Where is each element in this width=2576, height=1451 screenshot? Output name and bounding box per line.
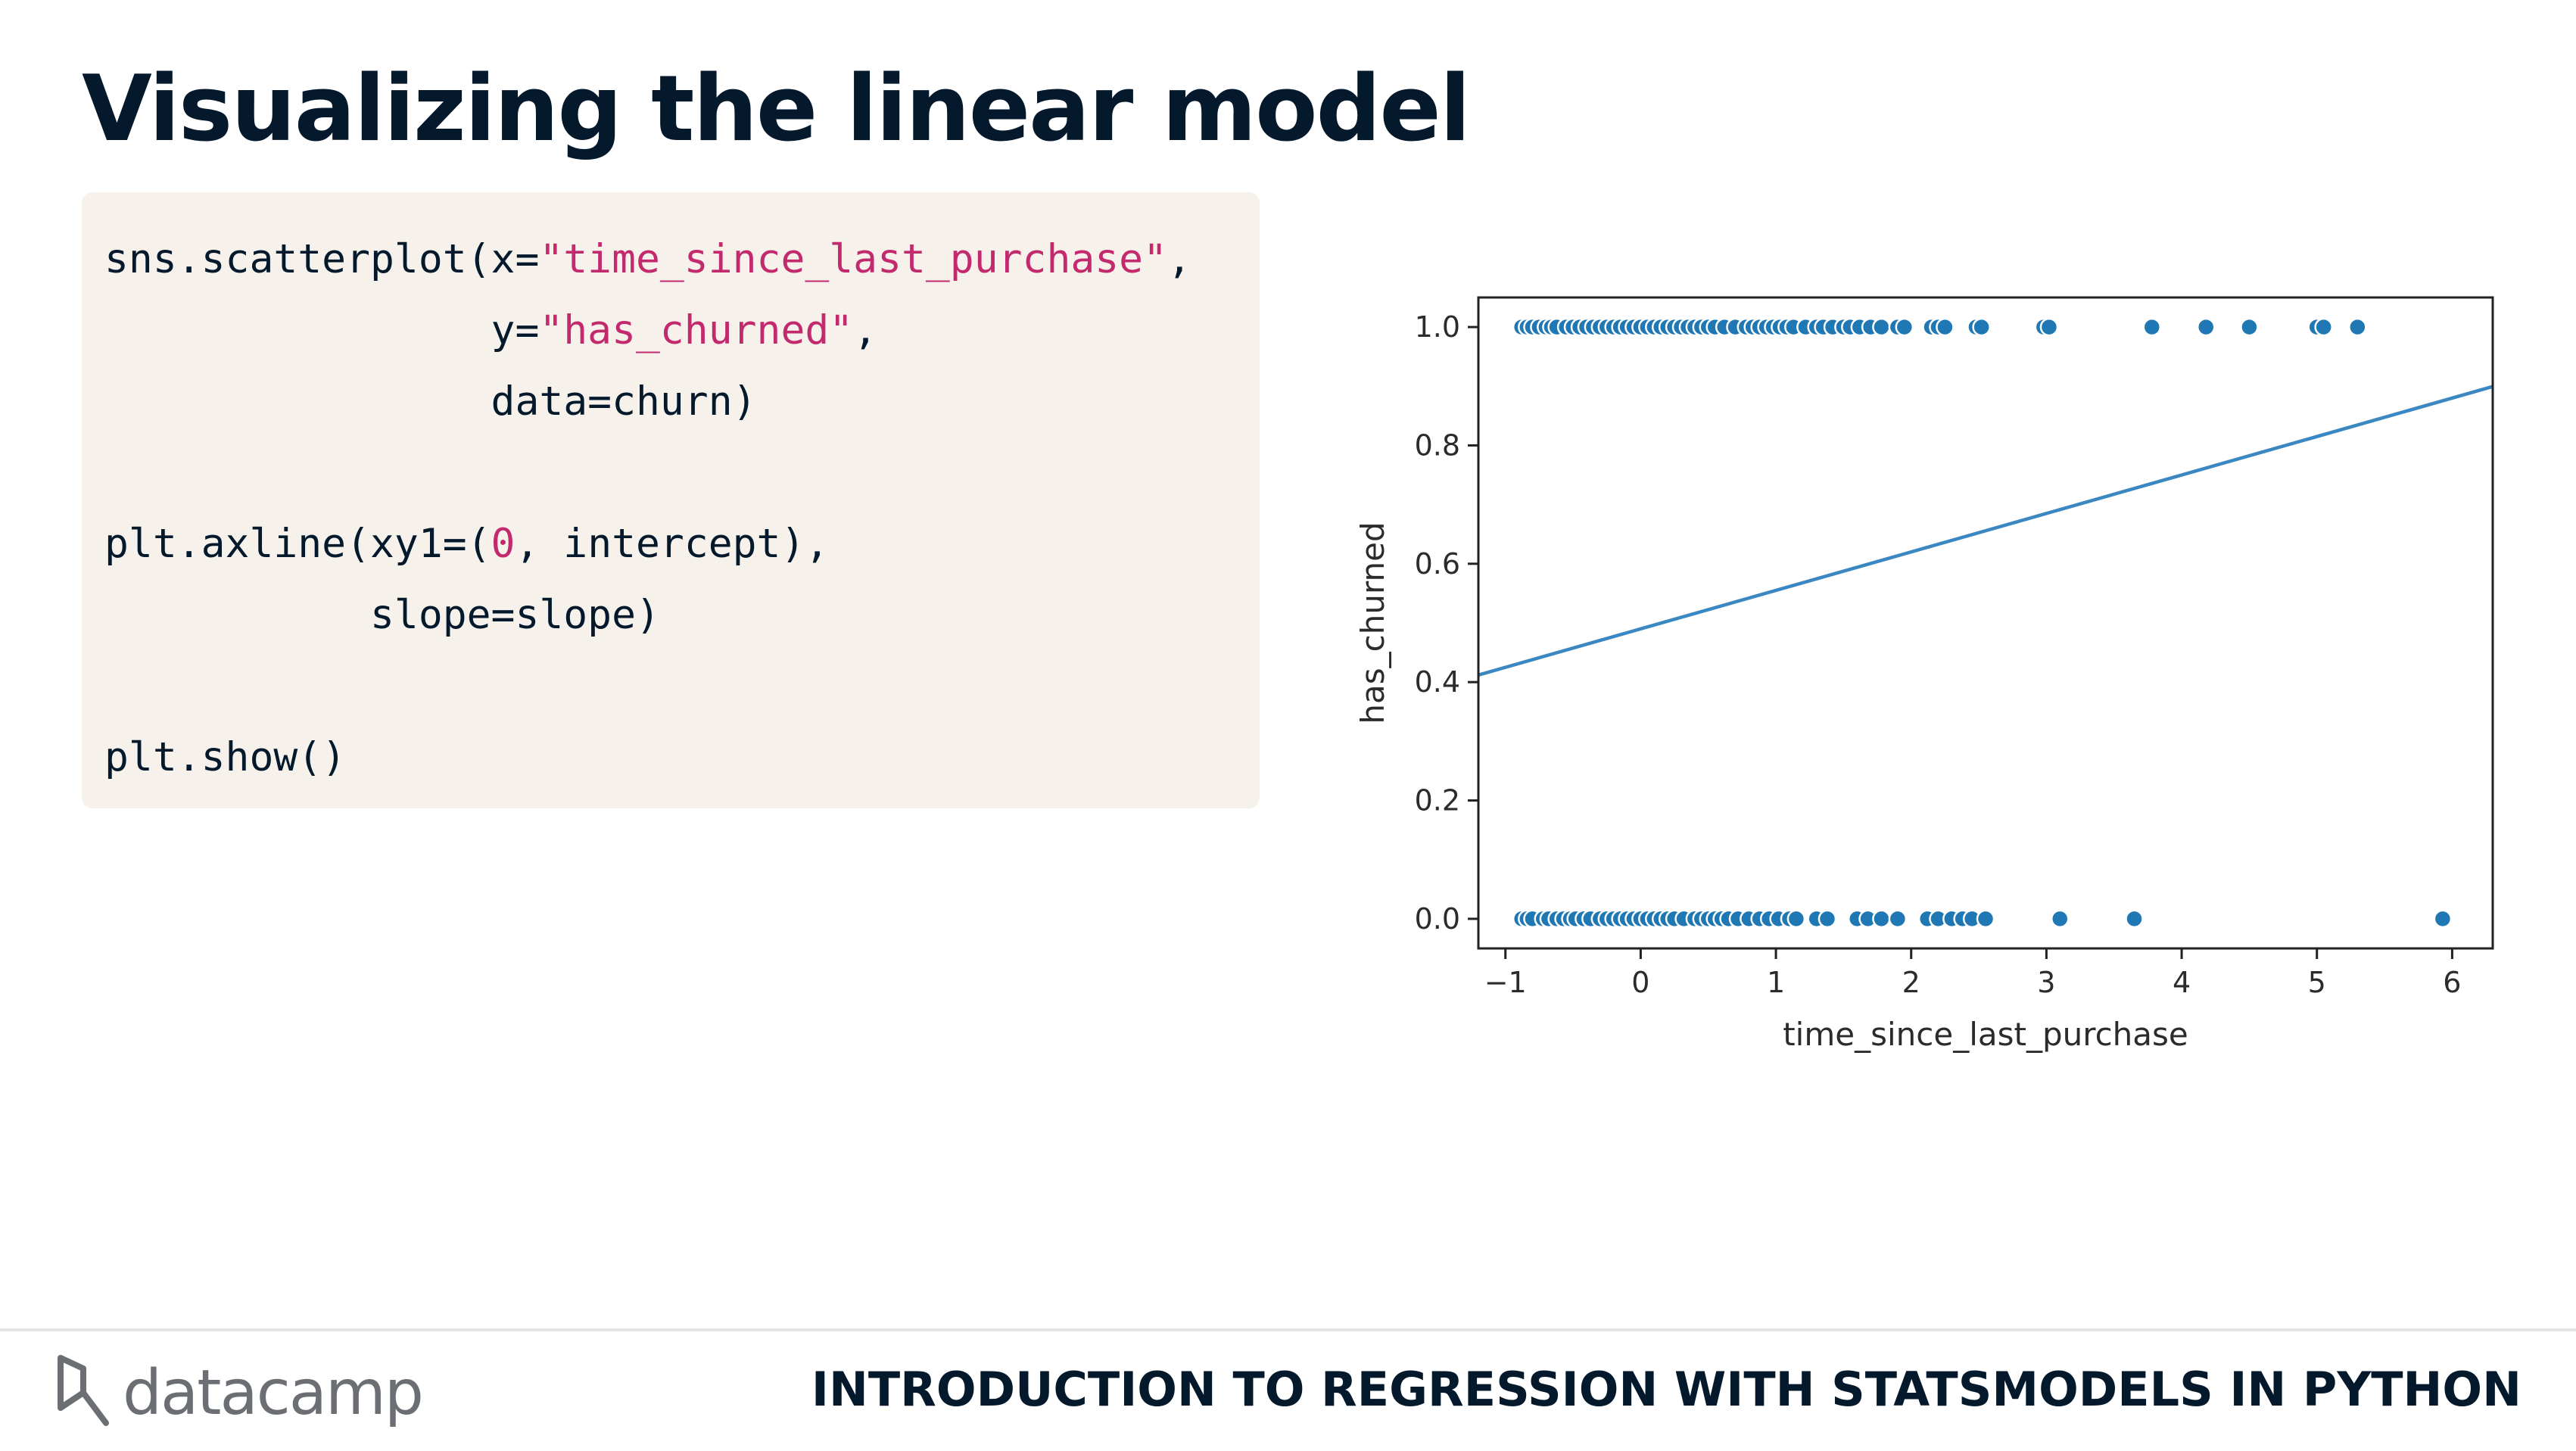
code-token: , intercept), — [515, 521, 830, 567]
code-number: 0 — [491, 521, 516, 567]
scatter-point — [1888, 909, 1908, 929]
brand-name: datacamp — [123, 1357, 424, 1429]
scatter-point — [2125, 909, 2144, 929]
code-line: sns.scatterplot(x="time_since_last_purch… — [104, 236, 1191, 282]
scatter-point — [2240, 317, 2259, 337]
y-tick-label: 0.0 — [1415, 902, 1460, 936]
code-text: sns.scatterplot(x="time_since_last_purch… — [104, 224, 1191, 793]
code-line: data=churn) — [104, 378, 757, 425]
x-tick-label: 3 — [2037, 966, 2055, 999]
x-tick-label: −1 — [1484, 966, 1527, 999]
y-tick-label: 1.0 — [1415, 310, 1460, 344]
code-line: y="has_churned", — [104, 307, 878, 353]
x-tick-label: 5 — [2308, 966, 2326, 999]
plot-frame — [1477, 296, 2494, 950]
code-token: plt.axline(xy1=( — [104, 521, 491, 567]
datacamp-logo: datacamp — [53, 1347, 447, 1431]
code-string: "has_churned" — [539, 307, 854, 353]
datacamp-logo-icon — [58, 1355, 109, 1426]
x-tick-label: 6 — [2443, 966, 2461, 999]
chart-svg: −1 0 1 2 3 4 5 6 0.0 0.2 0.4 0.6 0.8 1.0 time_since_la… — [1354, 296, 2494, 1053]
code-token: , — [1167, 236, 1191, 282]
scatter-point — [1818, 909, 1837, 929]
scatter-point — [1976, 909, 1995, 929]
scatter-point — [2196, 317, 2216, 337]
scatter-point — [1895, 317, 1914, 337]
footer-divider — [0, 1328, 2576, 1331]
regression-line — [1478, 385, 2493, 677]
scatter-point — [2348, 317, 2367, 337]
code-token: slope=slope) — [104, 592, 660, 638]
scatter-point — [1972, 317, 1991, 337]
y-tick-label: 0.6 — [1415, 547, 1460, 581]
x-tick-label: 4 — [2173, 966, 2191, 999]
code-token: , — [853, 307, 878, 353]
scatter-point — [1872, 317, 1891, 337]
scatter-point — [1786, 909, 1806, 929]
course-title: INTRODUCTION TO REGRESSION WITH STATSMOD… — [811, 1362, 2521, 1417]
scatter-point — [1872, 909, 1891, 929]
scatter-point — [1936, 317, 1955, 337]
x-tick-label: 0 — [1631, 966, 1649, 999]
y-tick-label: 0.2 — [1415, 784, 1460, 817]
y-tick-label: 0.4 — [1415, 665, 1460, 699]
code-line: plt.axline(xy1=(0, intercept), — [104, 521, 829, 567]
code-token: plt.show() — [104, 734, 347, 780]
y-tick-label: 0.8 — [1415, 428, 1460, 462]
y-axis-label: has_churned — [1354, 522, 1391, 724]
scatter-point — [2433, 909, 2453, 929]
code-token: data=churn) — [104, 378, 757, 425]
code-line: slope=slope) — [104, 592, 660, 638]
scatter-point — [2039, 317, 2059, 337]
x-axis-label: time_since_last_purchase — [1783, 1016, 2188, 1053]
scatter-point — [2314, 317, 2333, 337]
code-token: y= — [104, 307, 540, 353]
scatter-point — [2051, 909, 2070, 929]
code-line: plt.show() — [104, 734, 346, 780]
scatter-point — [2142, 317, 2162, 337]
code-string: "time_since_last_purchase" — [539, 236, 1167, 282]
slide-title: Visualizing the linear model — [82, 57, 1471, 162]
code-token: sns.scatterplot(x= — [104, 236, 540, 282]
code-block: sns.scatterplot(x="time_since_last_purch… — [82, 192, 1260, 808]
x-tick-label: 2 — [1902, 966, 1920, 999]
scatter-chart: −1 0 1 2 3 4 5 6 0.0 0.2 0.4 0.6 0.8 1.0 time_since_la… — [1347, 272, 2528, 1067]
x-tick-label: 1 — [1767, 966, 1785, 999]
